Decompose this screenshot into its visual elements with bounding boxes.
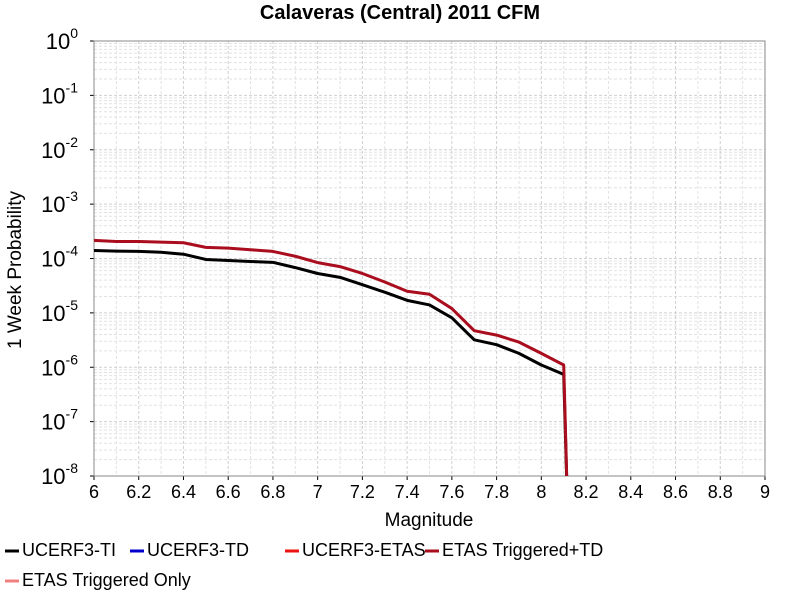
y-tick-exponent: -7 [66, 406, 79, 422]
legend-label: ETAS Triggered Only [22, 570, 191, 590]
y-tick-base: 10 [41, 247, 65, 272]
x-tick-label: 7.8 [484, 482, 509, 502]
y-tick-base: 10 [41, 464, 65, 489]
y-tick-base: 10 [41, 138, 65, 163]
series-line [94, 249, 569, 476]
y-tick-base: 10 [41, 192, 65, 217]
y-tick-label: 100 [46, 25, 78, 54]
y-tick-exponent: -6 [66, 351, 79, 367]
chart-title: Calaveras (Central) 2011 CFM [260, 2, 540, 24]
x-tick-label: 8.8 [708, 482, 733, 502]
x-tick-label: 7.4 [395, 482, 420, 502]
x-tick-label: 8.4 [618, 482, 643, 502]
x-tick-label: 8.2 [574, 482, 599, 502]
legend-label: UCERF3-TD [147, 540, 249, 560]
y-tick-label: 10-7 [41, 406, 78, 435]
x-tick-label: 6.8 [260, 482, 285, 502]
y-tick-base: 10 [46, 29, 70, 54]
y-tick-label: 10-4 [41, 243, 78, 272]
y-tick-label: 10-6 [41, 351, 78, 380]
y-tick-exponent: 0 [70, 25, 78, 41]
y-tick-base: 10 [41, 355, 65, 380]
y-tick-base: 10 [41, 410, 65, 435]
x-tick-label: 9 [760, 482, 770, 502]
y-tick-exponent: -3 [66, 188, 79, 204]
plot-border [93, 40, 766, 477]
y-tick-base: 10 [41, 83, 65, 108]
y-tick-exponent: -2 [66, 134, 79, 150]
series-line [94, 238, 569, 476]
y-tick-label: 10-8 [41, 460, 78, 489]
x-tick-label: 7 [313, 482, 323, 502]
y-tick-exponent: -1 [66, 79, 79, 95]
y-tick-label: 10-5 [41, 297, 78, 326]
y-tick-exponent: -5 [66, 297, 79, 313]
x-tick-label: 8 [536, 482, 546, 502]
legend-label: ETAS Triggered+TD [442, 540, 603, 560]
x-tick-label: 7.6 [439, 482, 464, 502]
y-tick-label: 10-3 [41, 188, 78, 217]
y-tick-exponent: -8 [66, 460, 79, 476]
x-tick-label: 8.6 [663, 482, 688, 502]
x-tick-label: 6.2 [126, 482, 151, 502]
grid [93, 40, 766, 477]
x-axis-label: Magnitude [385, 510, 474, 531]
lines [94, 238, 569, 476]
y-tick-exponent: -4 [66, 243, 79, 259]
y-axis-label: 1 Week Probability [5, 190, 26, 349]
y-tick-label: 10-2 [41, 134, 78, 163]
x-tick-label: 6 [89, 482, 99, 502]
x-tick-label: 7.2 [350, 482, 375, 502]
y-tick-label: 10-1 [41, 79, 78, 108]
legend-label: UCERF3-ETAS [302, 540, 426, 560]
y-tick-base: 10 [41, 301, 65, 326]
x-tick-label: 6.4 [171, 482, 196, 502]
legend-label: UCERF3-TI [22, 540, 116, 560]
x-tick-label: 6.6 [216, 482, 241, 502]
